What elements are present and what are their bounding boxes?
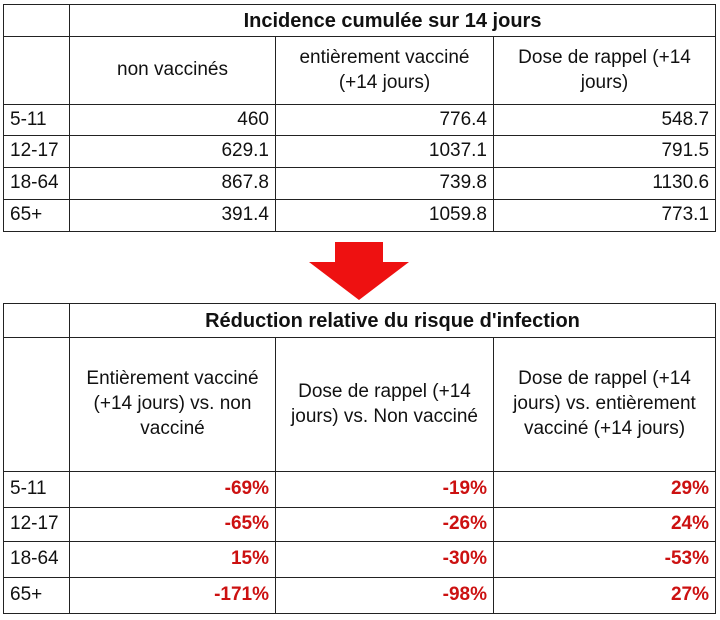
value-cell: 1037.1	[275, 135, 494, 168]
reduction-cell: 24%	[492, 507, 717, 542]
table-corner	[3, 337, 70, 472]
age-label: 65+	[3, 199, 70, 232]
table-row: 5-11 460 776.4 548.7	[3, 104, 717, 136]
header-non-vaccines: non vaccinés	[69, 36, 276, 105]
reduction-cell: -26%	[275, 507, 494, 542]
table-row: 12-17 629.1 1037.1 791.5	[3, 135, 717, 168]
reduction-cell: 29%	[492, 471, 717, 508]
reduction-cell: -69%	[69, 471, 276, 508]
reduction-cell: -30%	[275, 541, 494, 578]
table-row: 65+ -171% -98% 27%	[3, 577, 717, 614]
value-cell: 791.5	[492, 135, 717, 168]
reduction-cell: -19%	[275, 471, 494, 508]
age-label: 12-17	[3, 135, 70, 168]
age-label: 12-17	[3, 507, 70, 542]
risk-reduction-title: Réduction relative du risque d'infection	[68, 303, 717, 338]
down-arrow-icon	[309, 242, 409, 300]
value-cell: 739.8	[275, 167, 494, 200]
header-vaccine-vs-non: Entièrement vacciné (+14 jours) vs. non …	[69, 337, 276, 472]
header-dose-rappel: Dose de rappel (+14 jours)	[492, 36, 717, 105]
risk-reduction-table: Réduction relative du risque d'infection…	[3, 303, 717, 614]
reduction-cell: -53%	[492, 541, 717, 578]
age-label: 5-11	[3, 104, 70, 136]
header-entierement-vaccine: entièrement vacciné (+14 jours)	[275, 36, 494, 105]
age-label: 5-11	[3, 471, 70, 508]
table-row: 65+ 391.4 1059.8 773.1	[3, 199, 717, 232]
value-cell: 867.8	[69, 167, 276, 200]
value-cell: 776.4	[275, 104, 494, 136]
header-rappel-vs-vaccine: Dose de rappel (+14 jours) vs. entièreme…	[492, 337, 717, 472]
value-cell: 391.4	[69, 199, 276, 232]
value-cell: 548.7	[492, 104, 717, 136]
value-cell: 773.1	[492, 199, 717, 232]
value-cell: 1130.6	[492, 167, 717, 200]
table-corner	[3, 303, 70, 338]
reduction-cell: -171%	[69, 577, 276, 614]
table-row: 18-64 15% -30% -53%	[3, 541, 717, 578]
table-corner	[3, 36, 70, 105]
incidence-title: Incidence cumulée sur 14 jours	[68, 4, 717, 37]
value-cell: 629.1	[69, 135, 276, 168]
table-row: 5-11 -69% -19% 29%	[3, 471, 717, 508]
value-cell: 460	[69, 104, 276, 136]
table-row: 12-17 -65% -26% 24%	[3, 507, 717, 542]
age-label: 65+	[3, 577, 70, 614]
table-row: 18-64 867.8 739.8 1130.6	[3, 167, 717, 200]
age-label: 18-64	[3, 541, 70, 578]
reduction-cell: 15%	[69, 541, 276, 578]
table-corner	[3, 4, 70, 37]
reduction-cell: 27%	[492, 577, 717, 614]
reduction-cell: -98%	[275, 577, 494, 614]
age-label: 18-64	[3, 167, 70, 200]
header-rappel-vs-non: Dose de rappel (+14 jours) vs. Non vacci…	[275, 337, 494, 472]
value-cell: 1059.8	[275, 199, 494, 232]
incidence-table: Incidence cumulée sur 14 jours non vacci…	[3, 4, 717, 232]
reduction-cell: -65%	[69, 507, 276, 542]
